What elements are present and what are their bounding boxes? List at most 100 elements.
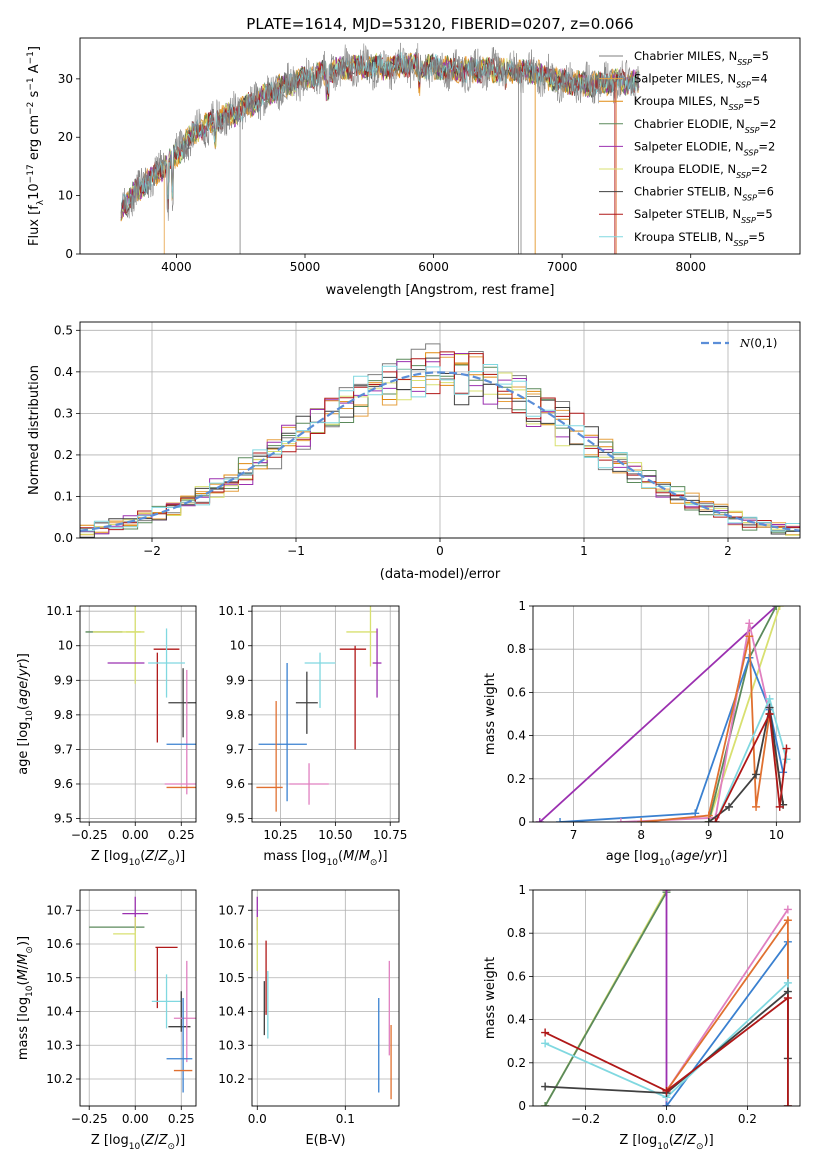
y-tick-label: 10.6	[218, 937, 245, 951]
point-marker	[783, 978, 792, 987]
x-tick-label: 2	[724, 544, 732, 558]
y-axis-label: mass weight	[483, 957, 498, 1039]
normal-distribution-curve	[80, 371, 800, 532]
legend-entry: Salpeter STELIB, NSSP=5	[634, 207, 773, 225]
y-tick-label: 10.7	[218, 903, 245, 917]
x-tick-label: 0.00	[122, 828, 149, 842]
y-tick-label: 0.5	[54, 323, 73, 337]
x-tick-label: −1	[287, 544, 305, 558]
point-marker	[765, 710, 774, 718]
y-tick-label: 10.2	[218, 1072, 245, 1086]
point-marker	[541, 1102, 550, 1106]
x-axis-label: mass [log10(M/M⊙)]	[263, 849, 387, 868]
mass-vs-Z-panel: −0.25 0.00 0.25 10.2 10.3 10.4 10.5 10.6 10.7 Z […	[16, 889, 197, 1152]
point-marker	[535, 818, 544, 822]
data-point	[168, 668, 196, 738]
legend-entry: Kroupa STELIB, NSSP=5	[634, 230, 765, 248]
point-marker	[616, 818, 625, 822]
x-tick-label: 8000	[675, 260, 706, 274]
y-tick-label: 10.1	[218, 604, 245, 618]
y-tick-label: 9.9	[226, 673, 245, 687]
data-point	[295, 671, 318, 734]
point-marker	[541, 1082, 550, 1091]
point-marker	[765, 694, 774, 703]
x-tick-label: 0	[436, 544, 444, 558]
point-marker	[704, 818, 713, 822]
point-marker	[783, 916, 792, 925]
x-tick-label: 0.0	[248, 1112, 267, 1126]
massweight-vs-age-panel: 7 8 9 10 0 0.2 0.4 0.6 0.8 1 age [log10(age/yr)] ma…	[483, 599, 801, 868]
grid	[252, 890, 399, 1106]
y-tick-label: 0.1	[54, 489, 73, 503]
y-axis-label: Flux [fλ10−17 erg cm−2 s−1 A−1]	[26, 46, 46, 246]
x-tick-label: 0.1	[336, 1112, 355, 1126]
grid	[80, 606, 196, 822]
point-marker	[745, 619, 754, 628]
point-marker	[752, 770, 761, 779]
x-axis-label: age [log10(age/yr)]	[606, 849, 728, 868]
y-tick-label: 9.5	[54, 812, 73, 826]
residuals-panel: −2 −1 0 1 2 0.0 0.1 0.2 0.3 0.4 0.5 (data-model)/er…	[27, 321, 801, 582]
x-tick-label: −0.25	[71, 1112, 108, 1126]
x-tick-label: 6000	[418, 260, 449, 274]
x-axis-label: wavelength [Angstrom, rest frame]	[326, 283, 555, 298]
observed-spectrum-line	[120, 42, 640, 221]
x-axis-label: Z [log10(Z/Z⊙)]	[619, 1133, 713, 1152]
x-tick-label: 9	[705, 828, 713, 842]
plot-area	[535, 606, 791, 822]
series-line	[539, 606, 777, 822]
series	[662, 905, 792, 1095]
y-tick-label: 0.8	[507, 642, 526, 656]
y-axis-label: Normed distribution	[27, 365, 42, 495]
y-tick-label: 0	[518, 1099, 526, 1113]
legend: N(0,1)	[701, 336, 777, 350]
point-marker	[556, 818, 565, 822]
point-marker	[782, 755, 791, 764]
x-tick-label: 10.75	[373, 828, 407, 842]
x-axis-label: Z [log10(Z/Z⊙)]	[91, 849, 185, 868]
y-tick-label: 10.5	[218, 971, 245, 985]
axes-frame	[79, 37, 801, 255]
point-marker	[662, 890, 671, 894]
y-tick-label: 0.2	[54, 448, 73, 462]
x-tick-label: 1	[580, 544, 588, 558]
y-tick-label: 0.8	[507, 926, 526, 940]
point-marker	[662, 1086, 671, 1095]
y-tick-label: 0.2	[507, 1056, 526, 1070]
point-marker	[711, 818, 720, 822]
y-tick-label: 10.4	[218, 1005, 245, 1019]
y-tick-label: 0.2	[507, 772, 526, 786]
point-marker	[783, 905, 792, 914]
legend: Chabrier MILES, NSSP=5 Salpeter MILES, NS…	[599, 49, 776, 247]
point-marker	[725, 802, 734, 811]
x-tick-label: 0.25	[168, 1112, 195, 1126]
y-tick-label: 0	[65, 247, 73, 261]
y-axis-label: age [log10(age/yr)]	[16, 653, 35, 775]
point-marker	[775, 606, 784, 610]
x-tick-label: 0.2	[738, 1112, 757, 1126]
legend-entry: Chabrier MILES, NSSP=5	[634, 49, 769, 67]
series	[662, 937, 792, 1106]
y-tick-label: 10.4	[46, 1005, 73, 1019]
legend-entry: N(0,1)	[739, 336, 777, 350]
series	[662, 890, 671, 1106]
y-tick-label: 9.6	[54, 777, 73, 791]
legend-entry: Kroupa MILES, NSSP=5	[634, 94, 760, 112]
axes-frame	[251, 605, 400, 823]
plot-area	[80, 343, 800, 538]
legend-entry: Salpeter MILES, NSSP=4	[634, 72, 768, 90]
series-line	[559, 655, 784, 822]
axes-frame	[251, 889, 400, 1107]
data-point	[372, 628, 382, 698]
point-marker	[752, 802, 761, 811]
y-tick-label: 0.4	[507, 729, 526, 743]
x-tick-label: 8	[637, 828, 645, 842]
legend-entry: Kroupa ELODIE, NSSP=2	[634, 162, 768, 180]
point-marker	[662, 1102, 671, 1106]
y-tick-label: 10	[230, 639, 245, 653]
plot-area	[85, 606, 196, 795]
grid	[80, 890, 196, 1106]
series-line	[544, 891, 668, 1106]
x-axis-label: (data-model)/error	[380, 567, 501, 582]
